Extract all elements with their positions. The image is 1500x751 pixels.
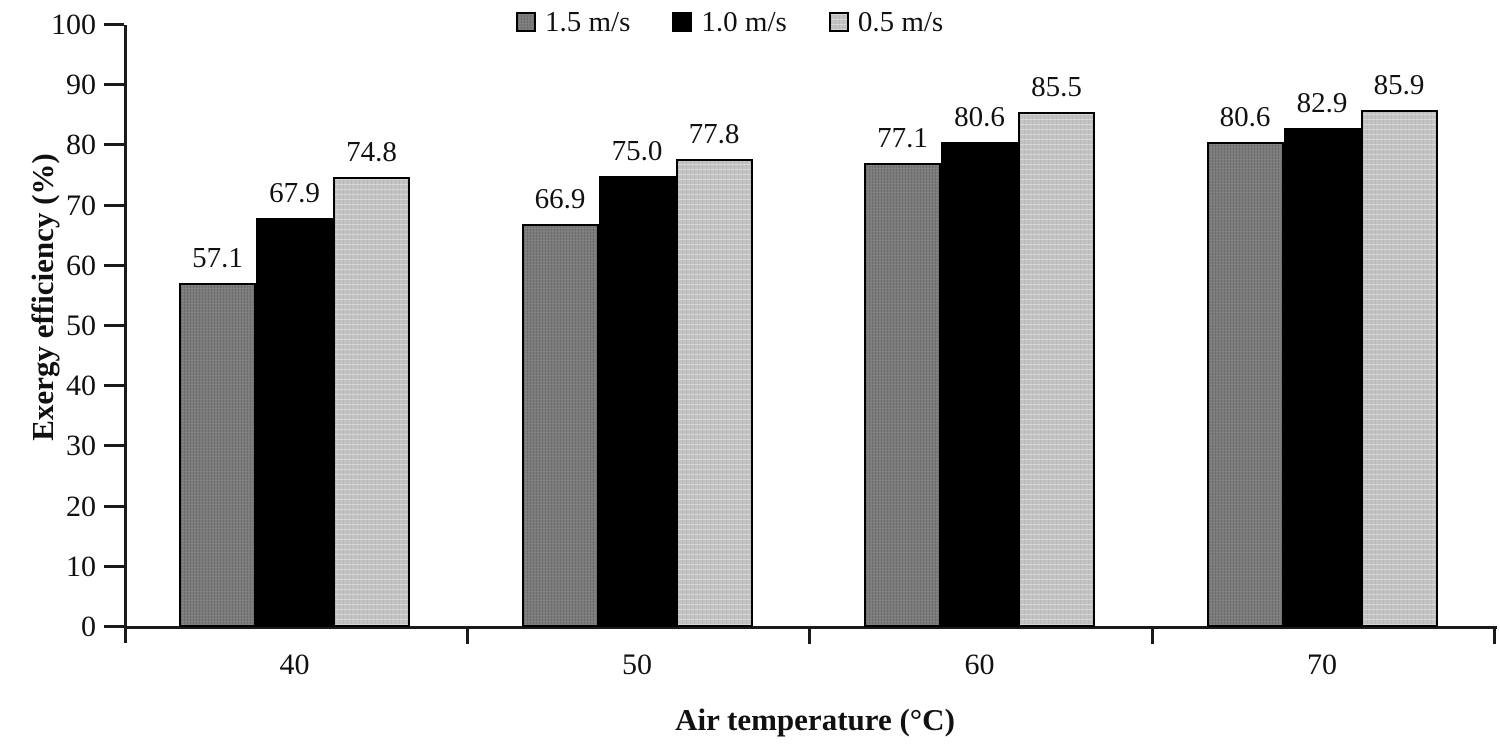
y-axis-tick: [104, 263, 124, 267]
bar-0-5-m-s-60: [1018, 112, 1095, 627]
y-axis-tick: [104, 324, 124, 327]
legend-item-1-5ms: 1.5 m/s: [516, 6, 630, 38]
legend-label: 1.5 m/s: [545, 6, 631, 38]
legend: 1.5 m/s 1.0 m/s 0.5 m/s: [516, 6, 943, 38]
bar-1-5-m-s-40: [179, 283, 256, 627]
x-axis-category-label: 60: [964, 648, 995, 681]
bar-value-label: 82.9: [1296, 86, 1348, 119]
y-axis-tick: [104, 504, 124, 508]
bar-1-0-m-s-50: [598, 175, 676, 627]
bar-0-5-m-s-50: [675, 158, 753, 627]
x-axis-tick: [1150, 628, 1154, 644]
bar-value-label: 80.6: [954, 100, 1005, 133]
x-axis-line: [124, 626, 1497, 629]
bar-1-0-m-s-70: [1283, 127, 1361, 627]
bar-1-5-m-s-60: [864, 162, 941, 627]
x-axis-category-label: 50: [622, 648, 652, 681]
legend-label: 0.5 m/s: [857, 6, 944, 38]
bar-value-label: 66.9: [534, 183, 586, 216]
x-axis-category-label: 70: [1307, 648, 1337, 681]
bar-1-0-m-s-60: [941, 141, 1018, 627]
y-axis-tick-label: 70: [66, 188, 96, 222]
y-axis-tick: [104, 143, 124, 147]
y-axis-tick-label: 10: [66, 549, 96, 583]
bar-0-5-m-s-70: [1360, 109, 1438, 627]
x-axis-tick: [808, 628, 811, 644]
y-axis-tick-label: 50: [66, 309, 96, 342]
x-axis-category-label: 40: [279, 648, 310, 681]
y-axis-tick-label: 20: [66, 489, 96, 523]
bar-value-label: 77.1: [877, 121, 928, 154]
bar-value-label: 57.1: [192, 242, 243, 275]
bar-value-label: 85.9: [1373, 68, 1425, 101]
legend-swatch-1-0ms: [672, 12, 693, 32]
bar-value-label: 85.5: [1031, 71, 1082, 104]
y-axis-tick: [104, 384, 124, 388]
y-axis-tick-label: 100: [51, 8, 96, 41]
x-axis-tick: [1493, 628, 1496, 644]
y-axis-tick: [104, 564, 124, 568]
y-axis-line: [124, 25, 127, 643]
bar-1-5-m-s-50: [521, 224, 599, 627]
y-axis-tick: [104, 625, 124, 628]
bar-1-5-m-s-70: [1206, 141, 1284, 627]
legend-swatch-0-5ms: [828, 12, 849, 32]
y-axis-tick-label: 80: [66, 128, 96, 162]
bar-value-label: 80.6: [1219, 100, 1271, 133]
bar-value-label: 67.9: [269, 177, 320, 210]
y-axis-tick-label: 40: [66, 369, 96, 403]
bar-value-label: 77.8: [688, 117, 740, 150]
x-axis-tick: [465, 628, 469, 644]
bar-0-5-m-s-40: [333, 176, 410, 627]
legend-label: 1.0 m/s: [701, 6, 787, 38]
y-axis-tick-label: 0: [81, 610, 96, 643]
y-axis-tick-label: 90: [66, 68, 96, 102]
legend-item-1-0ms: 1.0 m/s: [672, 6, 787, 38]
y-axis-tick: [104, 83, 124, 87]
legend-item-0-5ms: 0.5 m/s: [828, 6, 944, 38]
y-axis-tick: [104, 203, 124, 207]
y-axis-tick: [104, 444, 124, 448]
bar-value-label: 75.0: [611, 134, 663, 167]
y-axis-tick-label: 30: [66, 429, 96, 463]
y-axis-tick-label: 60: [66, 248, 96, 282]
bar-1-0-m-s-40: [256, 218, 333, 627]
bar-value-label: 74.8: [346, 135, 397, 168]
legend-swatch-1-5ms: [516, 12, 536, 32]
x-axis-title: Air temperature (°C): [675, 702, 955, 737]
y-axis-tick: [104, 23, 124, 26]
